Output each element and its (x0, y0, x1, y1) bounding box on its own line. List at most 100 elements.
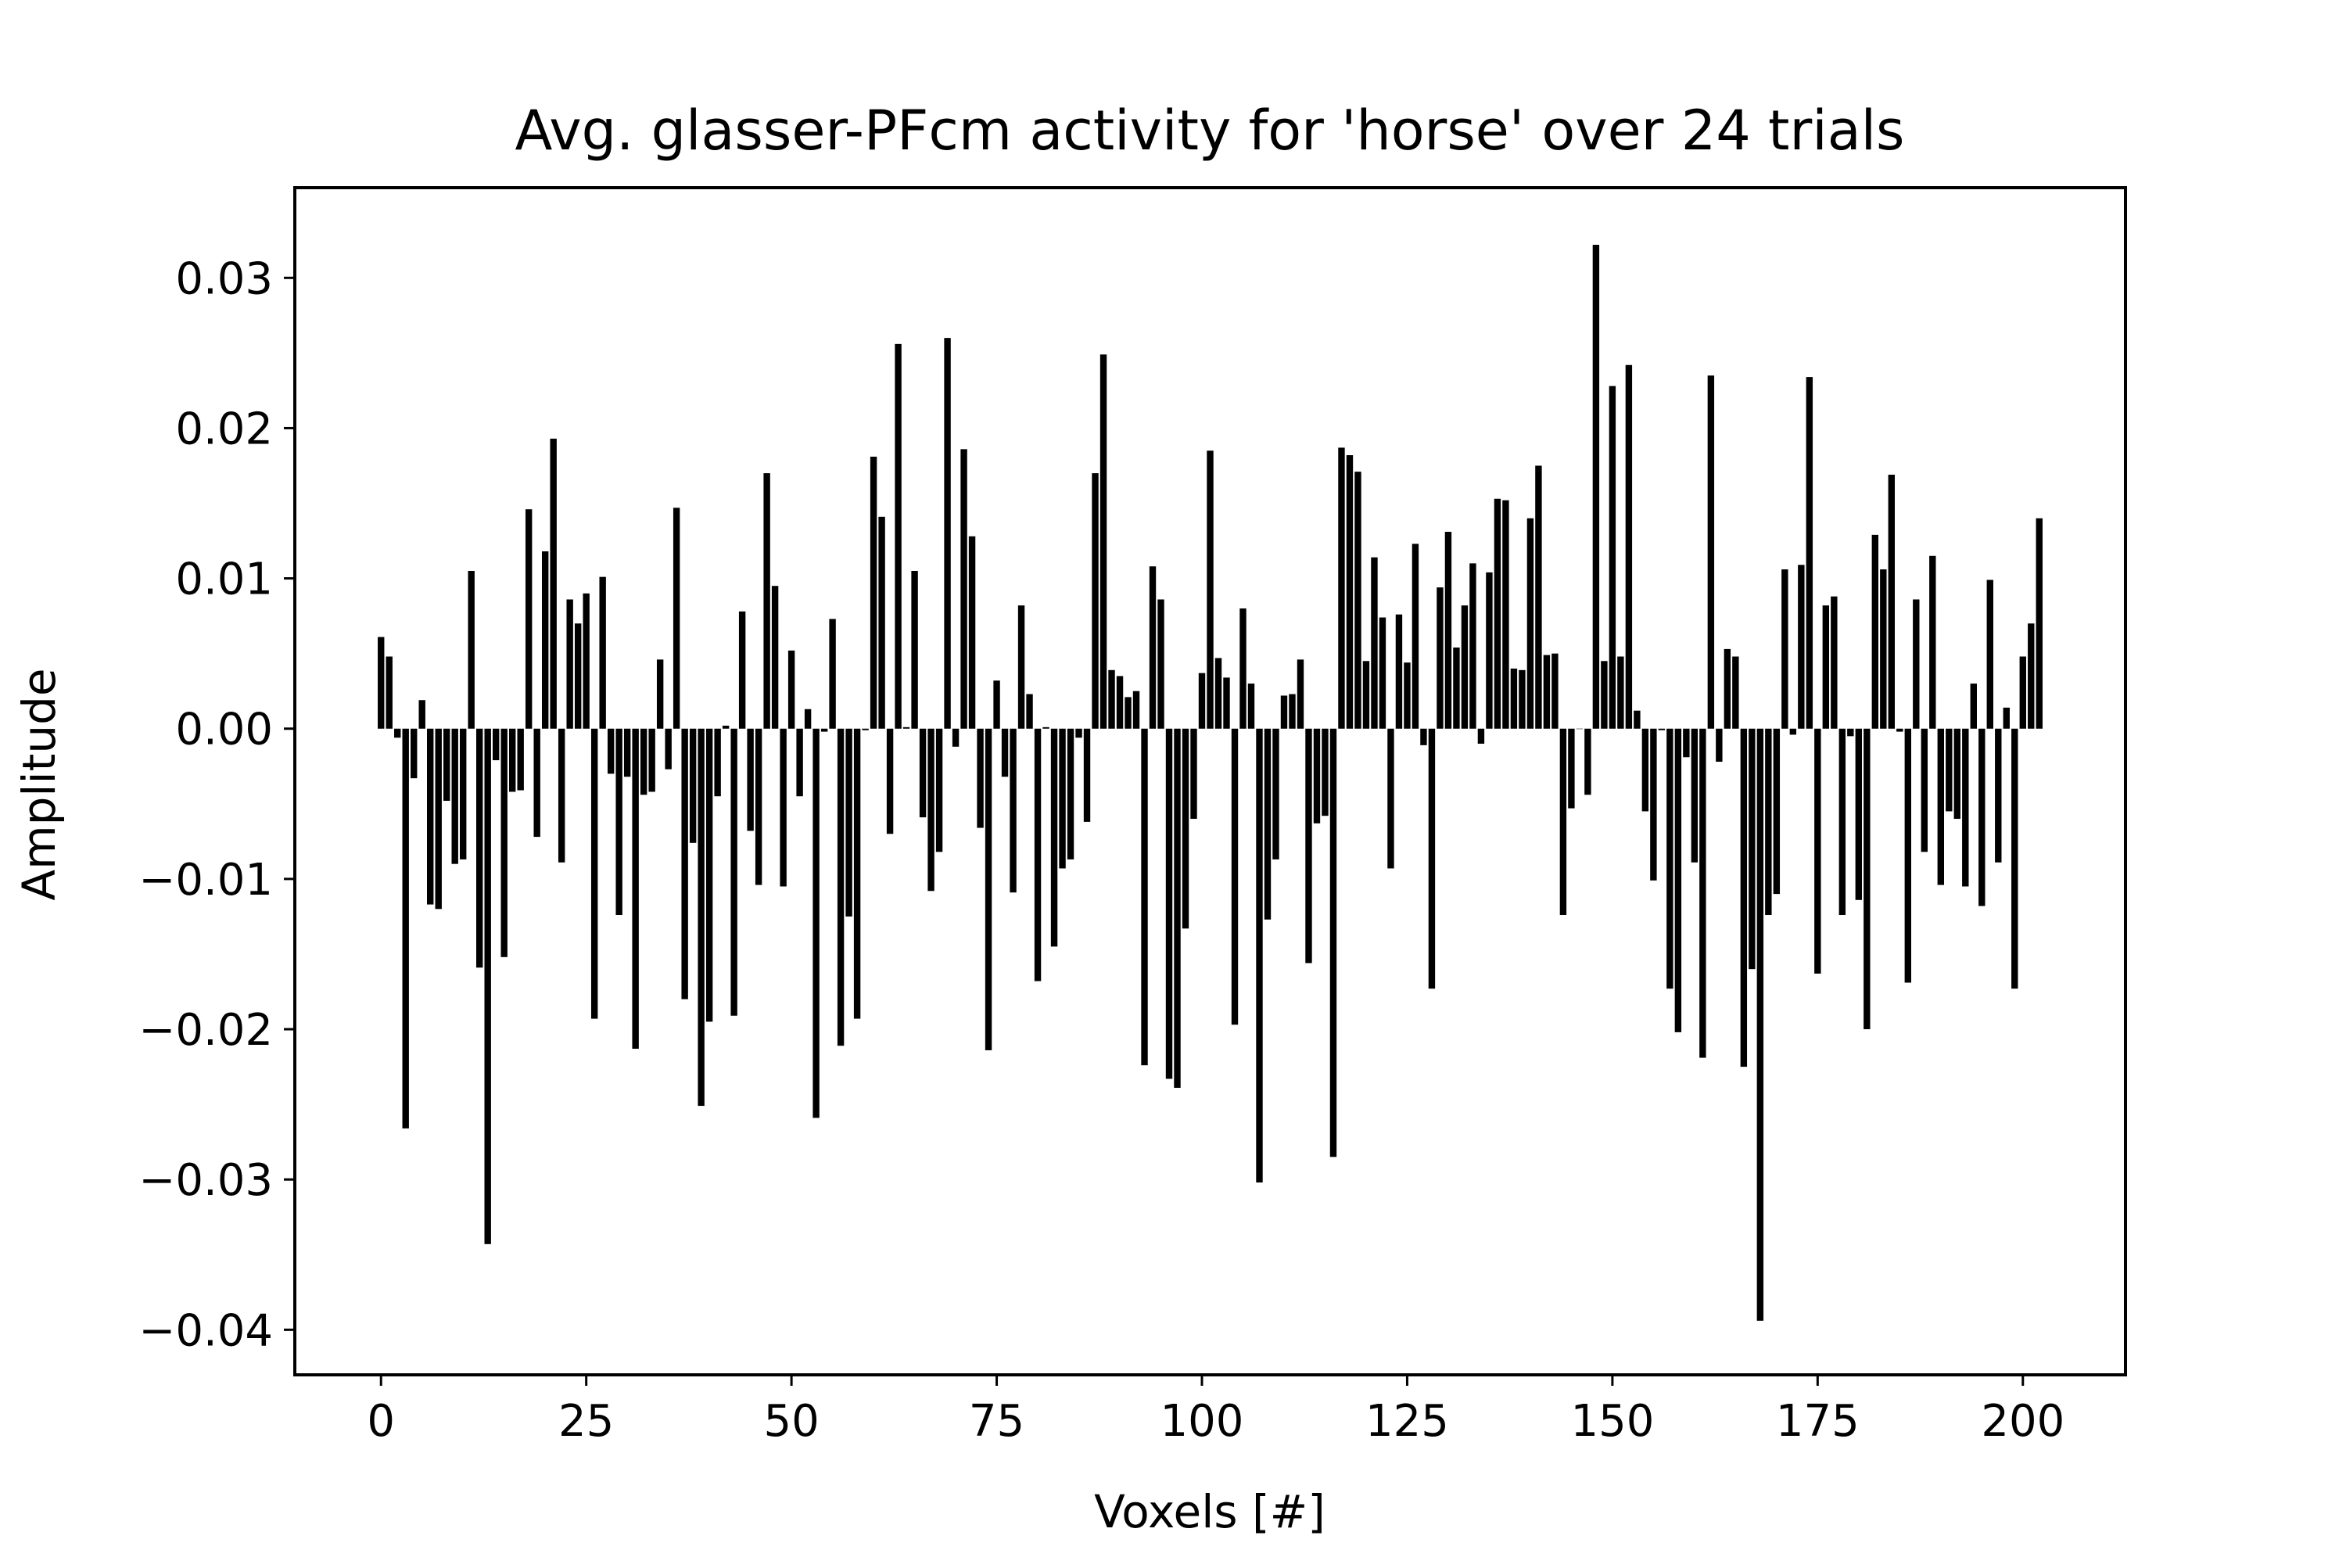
bar-33 (648, 728, 655, 792)
bar-42 (722, 725, 730, 729)
bar-78 (1017, 605, 1025, 729)
bar-13 (484, 728, 491, 1244)
bar-155 (1650, 728, 1657, 881)
x-tick-label: 100 (1160, 1396, 1244, 1447)
bar-18 (525, 509, 533, 729)
bar-175 (1814, 728, 1821, 974)
bar-104 (1231, 728, 1239, 1025)
bar-0 (378, 637, 385, 729)
bar-202 (2036, 518, 2043, 729)
bar-27 (599, 576, 606, 729)
bar-45 (747, 728, 754, 831)
bar-64 (902, 727, 910, 729)
bar-159 (1683, 728, 1690, 758)
bar-66 (919, 728, 927, 818)
bar-195 (1978, 728, 1985, 906)
bar-108 (1264, 728, 1272, 920)
plot-frame (293, 186, 2127, 1376)
bar-101 (1207, 450, 1214, 729)
y-tick-label: −0.04 (138, 1305, 273, 1356)
bar-157 (1666, 728, 1673, 989)
bar-22 (558, 728, 565, 863)
bar-138 (1510, 668, 1518, 729)
y-tick-label: −0.03 (138, 1155, 273, 1206)
bar-107 (1256, 728, 1263, 1183)
bar-88 (1099, 354, 1107, 729)
bar-95 (1157, 599, 1164, 729)
bar-102 (1214, 658, 1222, 729)
bar-23 (566, 599, 573, 729)
bar-46 (755, 728, 762, 885)
bar-56 (837, 728, 845, 1046)
bar-65 (911, 570, 918, 729)
bar-123 (1387, 728, 1394, 869)
bar-35 (665, 728, 672, 770)
bar-86 (1083, 728, 1091, 822)
y-tick-label: −0.01 (138, 855, 273, 906)
x-tick-label: 25 (558, 1396, 614, 1447)
bar-69 (944, 338, 951, 729)
bar-28 (607, 728, 615, 774)
bar-87 (1092, 473, 1099, 729)
bar-142 (1543, 655, 1551, 729)
bar-43 (730, 728, 737, 1016)
bars-group (378, 245, 2043, 1321)
bar-61 (878, 516, 885, 729)
bar-3 (402, 728, 409, 1128)
bar-137 (1502, 500, 1509, 729)
bar-186 (1904, 728, 1912, 983)
bar-190 (1937, 728, 1944, 885)
bar-164 (1724, 648, 1731, 729)
x-tick-label: 75 (969, 1396, 1024, 1447)
bar-146 (1576, 728, 1584, 730)
bar-166 (1740, 728, 1748, 1067)
bar-75 (993, 680, 1000, 729)
bar-40 (705, 728, 713, 1022)
bar-71 (960, 449, 967, 729)
bar-121 (1371, 557, 1378, 729)
bar-99 (1190, 728, 1197, 820)
bar-177 (1831, 596, 1838, 729)
bar-149 (1601, 661, 1608, 729)
bar-135 (1486, 572, 1493, 729)
bar-141 (1535, 465, 1542, 729)
bar-55 (829, 619, 836, 729)
bar-70 (952, 728, 960, 747)
bar-77 (1010, 728, 1017, 893)
bar-130 (1444, 532, 1452, 729)
bar-62 (886, 728, 894, 834)
bar-98 (1182, 728, 1189, 929)
bar-126 (1412, 544, 1419, 729)
bar-14 (492, 728, 500, 761)
bar-44 (738, 611, 746, 729)
bar-16 (508, 728, 516, 792)
bar-17 (517, 728, 524, 791)
bar-85 (1075, 728, 1082, 738)
bar-161 (1699, 728, 1706, 1058)
bar-24 (574, 623, 582, 729)
bar-96 (1165, 728, 1173, 1079)
bar-163 (1716, 728, 1723, 762)
bar-148 (1592, 245, 1600, 729)
bar-80 (1034, 728, 1042, 981)
bar-12 (476, 728, 483, 968)
bar-103 (1223, 677, 1230, 729)
bar-58 (853, 728, 861, 1019)
bar-100 (1198, 673, 1206, 729)
bar-193 (1962, 728, 1969, 887)
bar-68 (935, 728, 943, 852)
bar-153 (1634, 710, 1641, 729)
bar-144 (1559, 728, 1567, 916)
bar-120 (1362, 661, 1370, 729)
bar-53 (812, 728, 820, 1118)
bar-2 (394, 728, 401, 738)
bar-139 (1519, 669, 1526, 729)
bar-185 (1896, 728, 1903, 732)
bar-129 (1437, 587, 1444, 729)
bar-57 (845, 728, 852, 917)
y-tick-label: 0.03 (175, 253, 273, 304)
y-axis-label: Amplitude (13, 668, 66, 900)
bar-152 (1625, 364, 1633, 729)
bar-25 (583, 593, 590, 729)
